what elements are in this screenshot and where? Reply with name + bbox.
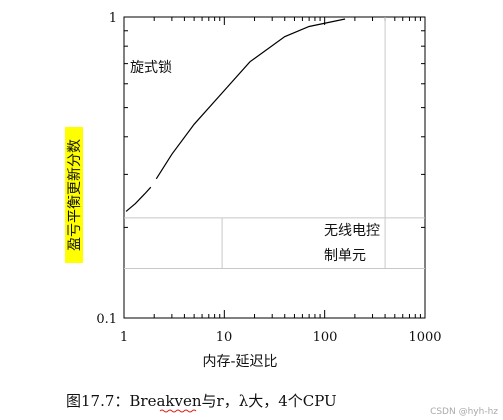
x-tick-label-100: 100 (313, 330, 338, 345)
caption-body: Breakven与r，λ大，4个CPU (129, 392, 336, 410)
y-axis-label: 盈亏平衡更新分数 (67, 139, 83, 251)
x-tick-label-1: 1 (120, 330, 128, 345)
y-tick-label-0.1: 0.1 (96, 312, 117, 327)
series-line-spinlock-segment-2 (155, 18, 346, 180)
x-tick-label-10: 10 (216, 330, 233, 345)
series-line-spinlock-segment-1 (125, 186, 152, 212)
series-layer (125, 18, 346, 212)
control-unit-box (124, 17, 425, 270)
y-tick-label-1: 1 (109, 11, 117, 26)
y-axis-label-highlight (65, 127, 83, 263)
axis-ticks (123, 16, 425, 319)
annotation-control-unit-line-1: 无线电控 (324, 223, 380, 239)
watermark: CSDN @hyh-hz (430, 407, 498, 417)
x-axis-label: 内存-延迟比 (202, 354, 277, 370)
caption-prefix: 图17.7： (66, 392, 129, 410)
caption-squiggle-underline (159, 409, 197, 413)
figure-caption: 图17.7：Breakven与r，λ大，4个CPU (66, 392, 337, 410)
annotation-spinlock: 旋式锁 (130, 60, 172, 76)
annotation-control-unit-line-2: 制单元 (324, 248, 366, 264)
x-tick-label-1000: 1000 (408, 330, 441, 345)
plot-frame (123, 16, 426, 319)
